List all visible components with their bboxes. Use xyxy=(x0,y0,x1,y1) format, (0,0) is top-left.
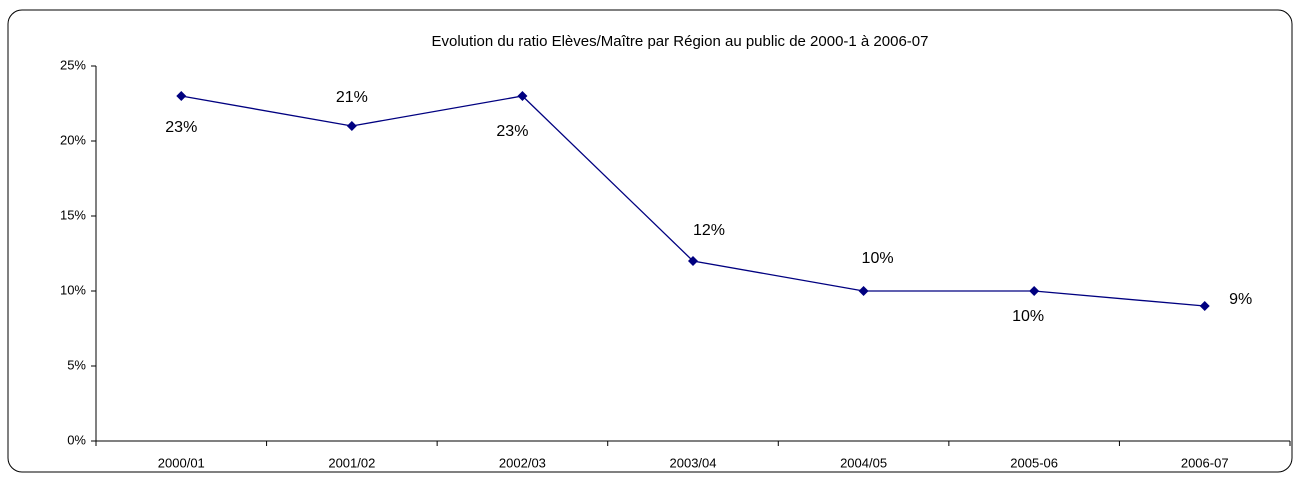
point xyxy=(176,91,187,101)
y-tick-label: 10% xyxy=(60,282,86,297)
x-tick-label: 2003/04 xyxy=(670,455,717,470)
x-tick-label: 2006-07 xyxy=(1181,455,1229,470)
y-tick-label: 5% xyxy=(67,357,86,372)
point xyxy=(1199,301,1210,311)
y-tick-label: 15% xyxy=(60,207,86,222)
x-tick-label: 2001/02 xyxy=(328,455,375,470)
line xyxy=(181,95,1205,307)
data-label: 21% xyxy=(336,89,368,106)
point xyxy=(517,91,528,101)
data-label: 9% xyxy=(1229,291,1252,308)
x-tick-label: 2005-06 xyxy=(1010,455,1058,470)
x-tick-label: 2000/01 xyxy=(158,455,205,470)
y-tick-label: 25% xyxy=(60,57,86,72)
chart-border xyxy=(7,9,1293,473)
y-tick-label: 0% xyxy=(67,432,86,447)
y-tick-label: 20% xyxy=(60,132,86,147)
x-tick-label: 2002/03 xyxy=(499,455,546,470)
chart-title: Evolution du ratio Elèves/Maître par Rég… xyxy=(432,33,929,50)
point xyxy=(346,121,357,131)
data-label: 10% xyxy=(1012,308,1044,325)
point xyxy=(688,256,698,266)
point xyxy=(1029,286,1040,296)
point xyxy=(858,286,869,296)
data-label: 12% xyxy=(693,222,725,239)
x-tick-label: 2004/05 xyxy=(840,455,887,470)
data-label: 23% xyxy=(165,119,197,136)
data-label: 23% xyxy=(496,123,528,140)
data-label: 10% xyxy=(862,250,894,267)
